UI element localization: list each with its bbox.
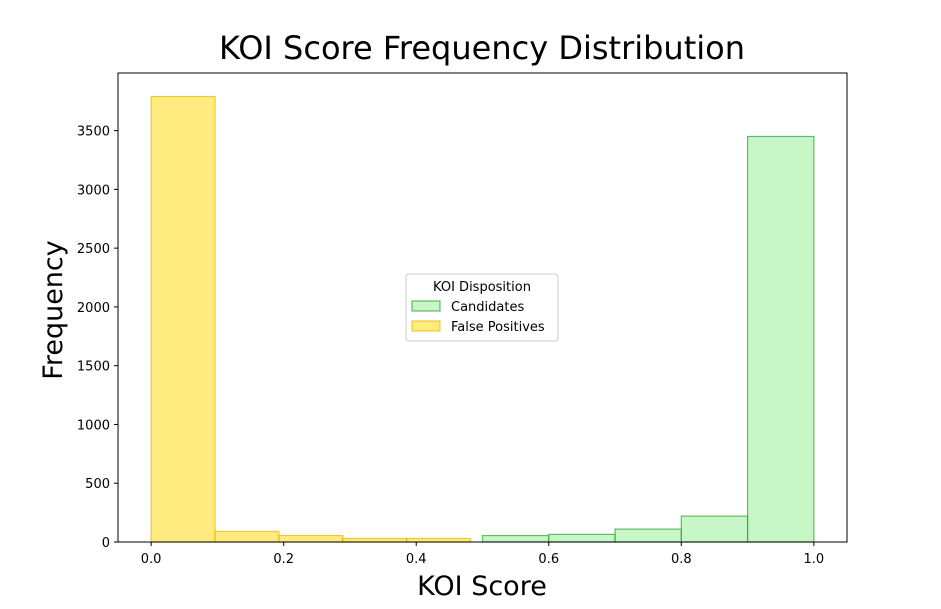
y-tick-label: 500 [85, 477, 110, 492]
legend-box [405, 273, 559, 342]
y-tick-label: 0 [102, 536, 110, 551]
bar-false-positives-2 [278, 534, 344, 543]
y-axis: 0 500 1000 1500 2000 2500 3000 3500 [77, 125, 118, 551]
legend-swatch [411, 300, 441, 312]
legend-entry: False Positives [451, 320, 545, 335]
x-axis-label: KOI Score [417, 571, 547, 602]
bar-false-positives-3 [342, 537, 408, 543]
y-tick-label: 1500 [77, 360, 110, 375]
x-tick-label: 0.8 [671, 552, 692, 567]
bar-candidates-3 [680, 515, 749, 543]
x-tick-label: 1.0 [804, 552, 825, 567]
bar-candidates-4 [746, 135, 815, 543]
bar-false-positives-1 [214, 530, 280, 543]
x-tick-label: 0.0 [141, 552, 162, 567]
y-tick-label: 2000 [77, 301, 110, 316]
x-tick-label: 0.6 [538, 552, 559, 567]
y-tick-label: 3500 [77, 125, 110, 140]
plot-area [150, 95, 815, 543]
legend-swatch [411, 320, 441, 332]
bar-false-positives-0 [150, 95, 216, 543]
bar-candidates-2 [614, 528, 682, 543]
x-axis: 0.0 0.2 0.4 0.6 0.8 1.0 [141, 542, 824, 567]
y-tick-label: 2500 [77, 242, 110, 257]
legend: KOI Disposition Candidates False Positives [405, 273, 559, 342]
legend-entry: Candidates [451, 300, 524, 315]
x-tick-label: 0.2 [273, 552, 294, 567]
bar-candidates-1 [548, 533, 616, 543]
y-tick-label: 1000 [77, 418, 110, 433]
chart-title: KOI Score Frequency Distribution [219, 29, 745, 67]
y-tick-label: 3000 [77, 183, 110, 198]
bar-candidates-0 [481, 534, 550, 543]
legend-title: KOI Disposition [433, 280, 531, 295]
x-tick-label: 0.4 [406, 552, 427, 567]
bar-false-positives-4 [406, 537, 472, 543]
plot-frame [117, 72, 848, 543]
y-axis-label: Frequency [38, 240, 69, 380]
